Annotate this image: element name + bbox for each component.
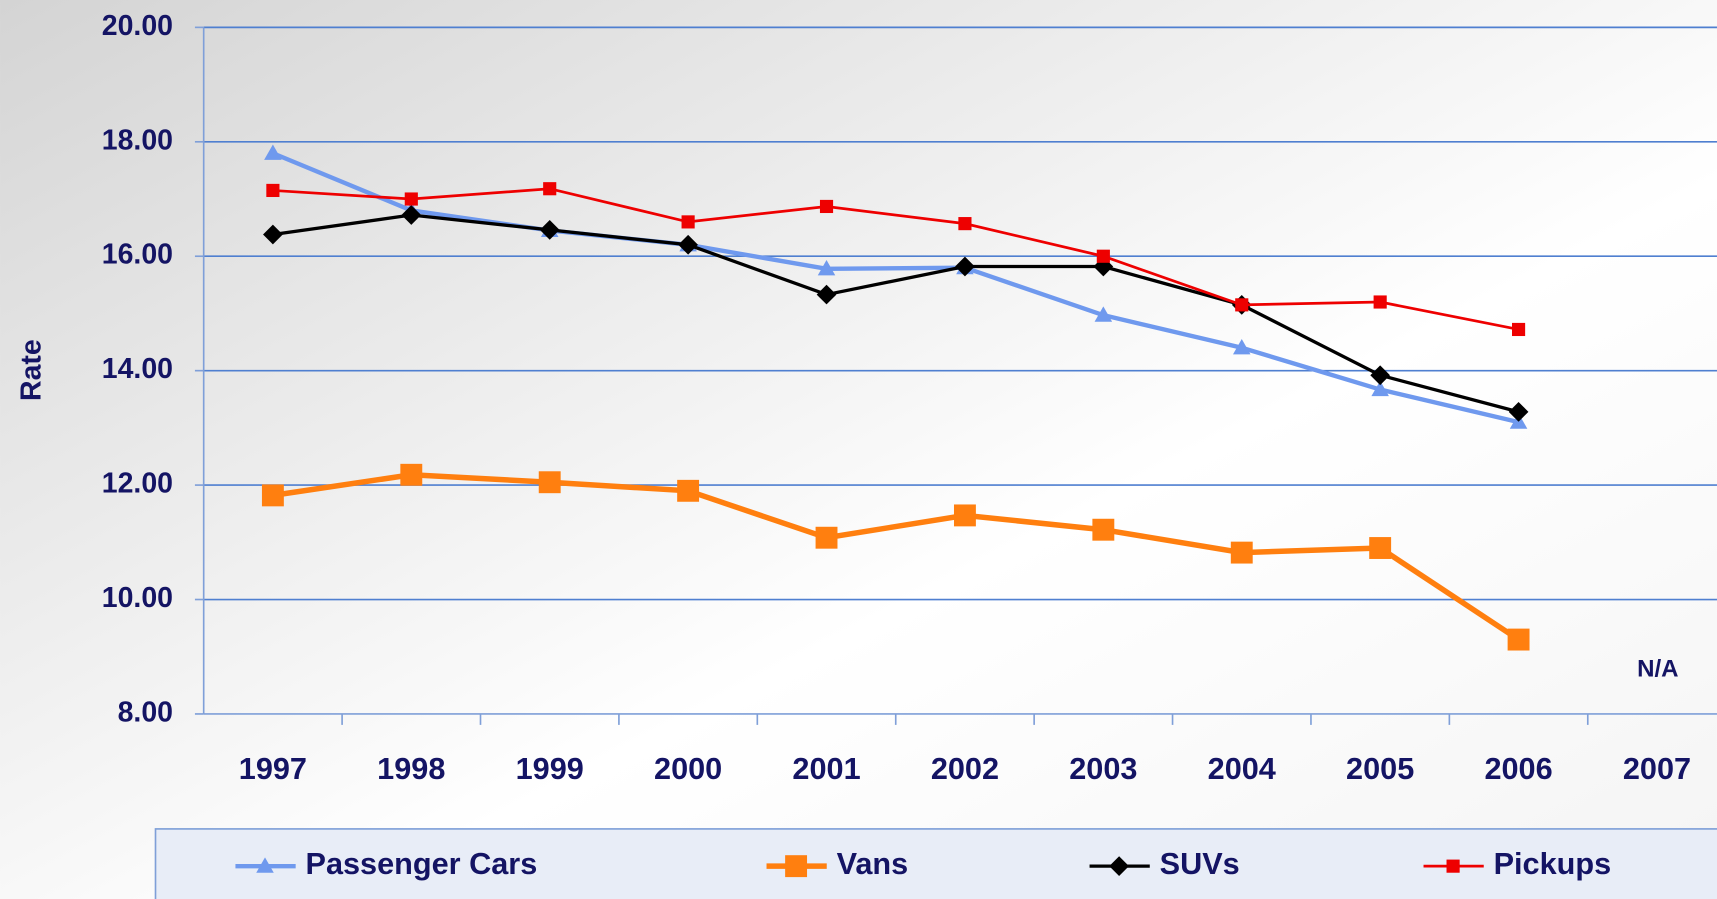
y-tick-label: 18.00 (102, 124, 173, 156)
y-tick-label: 8.00 (118, 696, 173, 728)
marker (819, 199, 834, 214)
marker (1507, 628, 1530, 651)
series-line (272, 472, 1521, 642)
marker (1446, 859, 1460, 873)
marker (256, 857, 274, 873)
y-axis-label: Rate (15, 339, 47, 401)
x-tick-label: 2001 (792, 752, 860, 786)
x-tick-label: 2002 (931, 752, 999, 786)
x-tick-label: 1999 (516, 752, 584, 786)
series-line (272, 151, 1520, 425)
marker (266, 183, 280, 198)
series-line (272, 213, 1519, 414)
x-tick-label: 2000 (654, 752, 722, 786)
legend: Passenger Cars Vans SUVs Pickups (154, 828, 1717, 899)
marker (1369, 537, 1392, 559)
y-tick-label: 14.00 (102, 353, 173, 385)
y-tick-label: 10.00 (102, 582, 173, 614)
series (261, 463, 1530, 651)
marker (1094, 306, 1113, 322)
marker (404, 192, 418, 206)
marker (264, 144, 282, 160)
x-tick-label: 2007 (1623, 752, 1691, 786)
marker (1371, 380, 1389, 397)
legend-label: Pickups (1494, 847, 1612, 881)
legend-label: SUVs (1160, 847, 1240, 881)
series (266, 182, 1526, 337)
legend-label: Passenger Cars (306, 847, 538, 881)
y-tick-label: 16.00 (102, 239, 173, 271)
x-tick-label: 2004 (1208, 752, 1276, 786)
legend-label: Vans (837, 847, 909, 881)
marker (261, 484, 284, 507)
marker (817, 260, 836, 276)
series-line (272, 187, 1519, 331)
marker (543, 182, 557, 196)
marker (1092, 518, 1115, 541)
y-tick-label: 12.00 (102, 468, 173, 500)
marker (958, 217, 972, 231)
marker (1508, 401, 1529, 422)
marker (785, 855, 808, 878)
marker (953, 504, 976, 527)
marker (815, 526, 838, 549)
marker (677, 479, 700, 502)
marker (538, 471, 561, 494)
marker (1096, 249, 1110, 263)
annotation: N/A (1637, 656, 1678, 683)
marker (1235, 298, 1249, 312)
marker (400, 463, 423, 486)
x-tick-label: 1998 (377, 752, 445, 786)
marker (401, 205, 422, 225)
x-tick-label: 2005 (1346, 752, 1414, 786)
x-tick-label: 2003 (1069, 752, 1137, 786)
x-tick-label: 1997 (239, 752, 307, 786)
marker (816, 284, 837, 305)
marker (1230, 541, 1253, 564)
marker (1511, 322, 1526, 337)
y-tick-label: 20.00 (102, 10, 173, 42)
marker (1373, 295, 1387, 309)
marker (1232, 339, 1251, 355)
marker (681, 215, 695, 229)
marker (1370, 365, 1391, 386)
x-tick-label: 2006 (1484, 752, 1552, 786)
